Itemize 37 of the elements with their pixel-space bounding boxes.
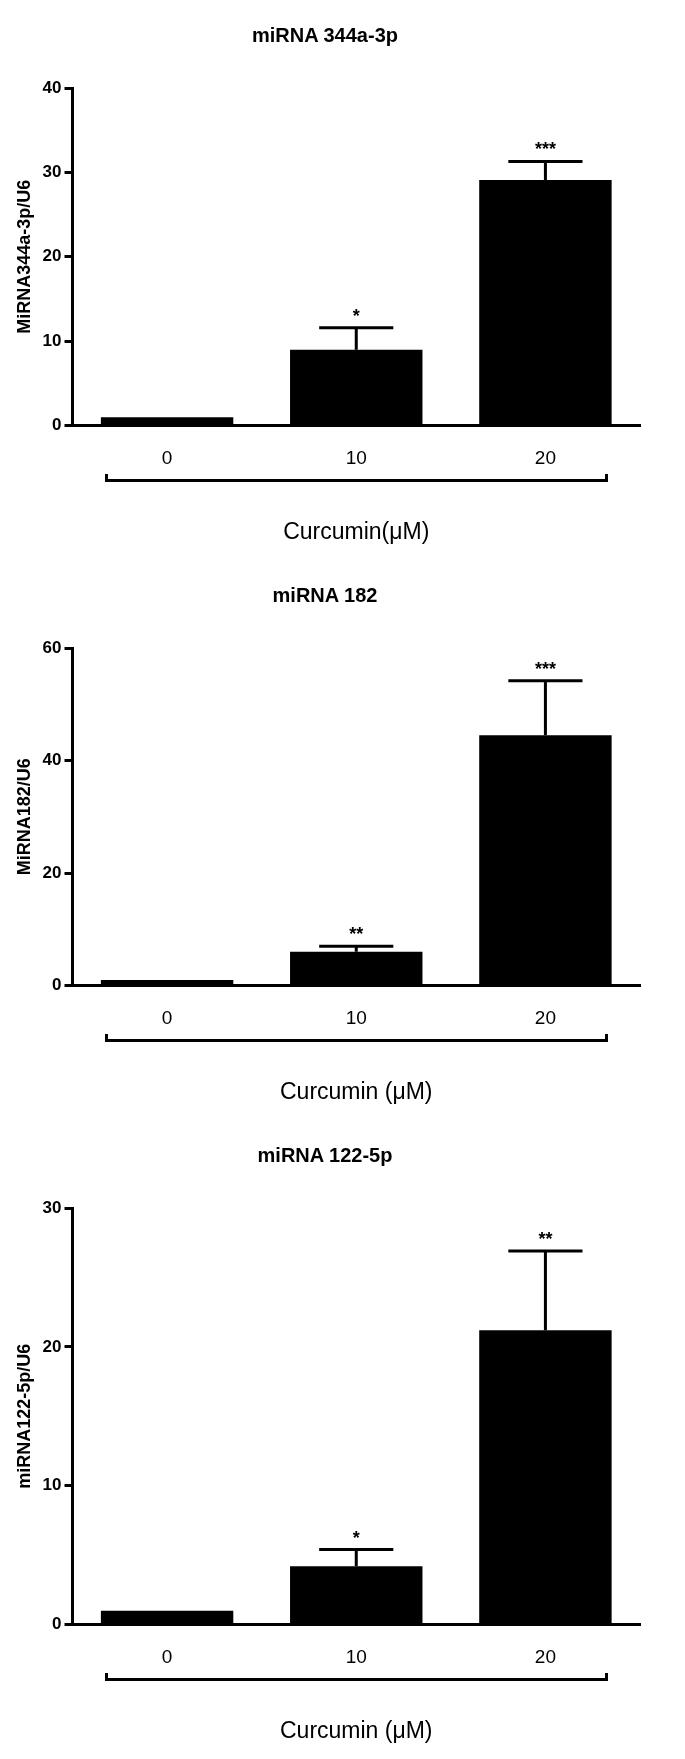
y-axis-title: MiRNA344a-3p/U6	[13, 179, 34, 334]
y-tick-label: 10	[42, 1475, 62, 1495]
x-tick-label: 10	[345, 1007, 367, 1029]
x-axis-title: Curcumin(μM)	[283, 517, 430, 544]
annotation: ***	[534, 658, 556, 679]
y-tick-label: 40	[42, 750, 62, 770]
x-tick-label: 0	[161, 1007, 173, 1029]
y-tick-label: 40	[42, 77, 62, 97]
y-tick-label: 0	[52, 415, 62, 435]
y-axis-title: MiRNA182/U6	[13, 758, 34, 876]
y-tick-label: 20	[42, 246, 62, 266]
chart-title: miRNA 344a-3p	[252, 23, 398, 46]
y-tick-label: 0	[52, 975, 62, 995]
y-tick-label: 0	[52, 1614, 62, 1634]
y-tick-label: 10	[42, 330, 62, 350]
x-tick-label: 20	[534, 1646, 556, 1668]
y-tick-label: 30	[42, 1197, 62, 1217]
x-tick-label: 10	[345, 447, 367, 469]
y-axis-title: miRNA122-5p/U6	[13, 1343, 34, 1489]
y-tick-label: 30	[42, 162, 62, 182]
y-tick-label: 60	[42, 637, 62, 657]
x-axis-title: Curcumin (μM)	[279, 1716, 433, 1743]
annotation: *	[352, 305, 360, 326]
chart-title: miRNA 182	[272, 583, 378, 606]
x-tick-label: 0	[161, 1646, 173, 1668]
x-axis-title: Curcumin (μM)	[279, 1077, 433, 1104]
y-tick-label: 20	[42, 1336, 62, 1356]
annotation: *	[352, 1527, 360, 1548]
x-tick-label: 20	[534, 1007, 556, 1029]
annotation: **	[349, 924, 364, 945]
annotation: ***	[534, 139, 556, 160]
x-tick-label: 10	[345, 1646, 367, 1668]
y-tick-label: 20	[42, 862, 62, 882]
x-tick-label: 20	[534, 447, 556, 469]
annotation: **	[538, 1229, 553, 1250]
chart-title: miRNA 122-5p	[257, 1143, 393, 1166]
x-tick-label: 0	[161, 447, 173, 469]
